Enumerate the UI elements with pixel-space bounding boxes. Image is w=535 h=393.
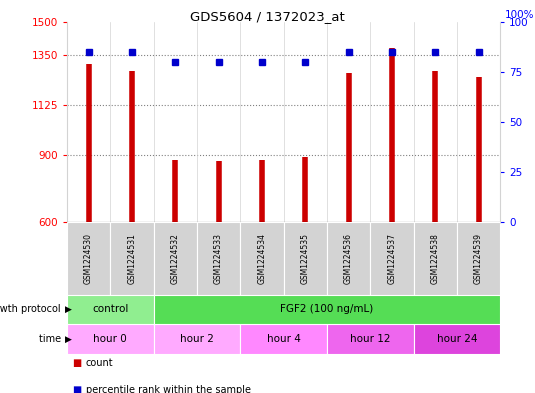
Text: GSM1224531: GSM1224531 — [127, 233, 136, 284]
Bar — [327, 222, 370, 295]
Bar — [67, 324, 154, 354]
Text: time: time — [39, 334, 64, 344]
Bar — [327, 324, 414, 354]
Text: hour 12: hour 12 — [350, 334, 391, 344]
Text: FGF2 (100 ng/mL): FGF2 (100 ng/mL) — [280, 305, 373, 314]
Bar — [154, 222, 197, 295]
Text: GSM1224536: GSM1224536 — [344, 233, 353, 284]
Bar — [197, 222, 240, 295]
Bar — [110, 222, 154, 295]
Text: GSM1224538: GSM1224538 — [431, 233, 440, 284]
Bar — [240, 222, 284, 295]
Bar — [414, 324, 500, 354]
Bar — [154, 295, 500, 324]
Text: GSM1224539: GSM1224539 — [474, 233, 483, 284]
Text: GSM1224534: GSM1224534 — [257, 233, 266, 284]
Bar — [67, 222, 110, 295]
Text: ■: ■ — [72, 385, 81, 393]
Text: growth protocol: growth protocol — [0, 305, 64, 314]
Text: GDS5604 / 1372023_at: GDS5604 / 1372023_at — [190, 10, 345, 23]
Text: GSM1224533: GSM1224533 — [214, 233, 223, 284]
Text: percentile rank within the sample: percentile rank within the sample — [86, 385, 250, 393]
Text: ■: ■ — [72, 358, 81, 367]
Bar — [414, 222, 457, 295]
Bar — [457, 222, 500, 295]
Bar — [240, 324, 327, 354]
Bar — [67, 295, 154, 324]
Bar — [154, 324, 240, 354]
Text: count: count — [86, 358, 113, 367]
Text: hour 24: hour 24 — [437, 334, 477, 344]
Bar — [284, 222, 327, 295]
Text: hour 0: hour 0 — [93, 334, 127, 344]
Text: hour 2: hour 2 — [180, 334, 214, 344]
Text: ▶: ▶ — [65, 334, 72, 343]
Text: control: control — [92, 305, 128, 314]
Text: GSM1224537: GSM1224537 — [387, 233, 396, 284]
Text: ▶: ▶ — [65, 305, 72, 314]
Text: GSM1224530: GSM1224530 — [84, 233, 93, 284]
Text: GSM1224532: GSM1224532 — [171, 233, 180, 284]
Text: GSM1224535: GSM1224535 — [301, 233, 310, 284]
Text: hour 4: hour 4 — [266, 334, 301, 344]
Bar — [370, 222, 414, 295]
Text: 100%: 100% — [505, 10, 534, 20]
